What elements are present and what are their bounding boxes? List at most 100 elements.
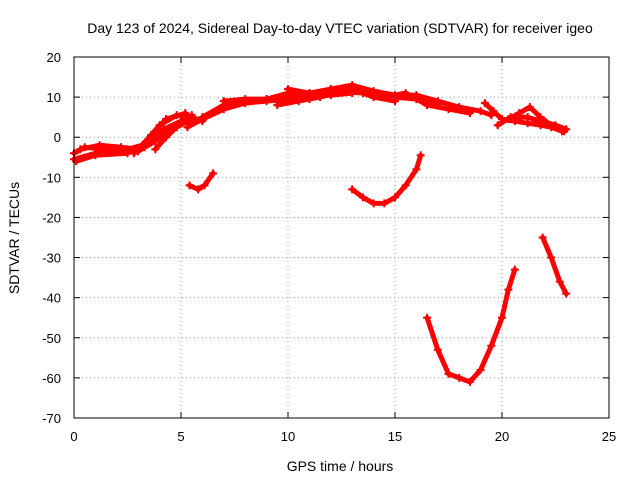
data-point [358, 193, 367, 202]
data-point [525, 103, 534, 112]
data-point [262, 95, 271, 104]
series-s18 [423, 265, 519, 386]
data-point [536, 113, 545, 122]
data-point [433, 345, 442, 354]
y-tick-label: 20 [47, 50, 61, 65]
grid [74, 57, 609, 418]
data-point [465, 109, 474, 118]
axes: 0 5 10 15 20 25 -70 -60 -50 -40 -30 -20 -10 0 10 20 [42, 50, 616, 444]
x-axis-label: GPS time / hours [287, 458, 394, 474]
series-line [349, 152, 424, 206]
series-s12 [305, 85, 399, 106]
data-point [412, 165, 421, 174]
series-s4 [72, 117, 185, 166]
plot-area [70, 81, 571, 386]
data-point [129, 149, 138, 158]
data-point [391, 97, 399, 106]
data-point [200, 181, 209, 190]
data-point [465, 377, 474, 386]
data-point [489, 107, 498, 116]
series-line [187, 170, 216, 192]
series-s15 [504, 103, 569, 136]
data-point [476, 365, 485, 374]
data-point [162, 115, 171, 124]
series-line [540, 235, 569, 297]
data-point [305, 95, 314, 104]
data-point [273, 101, 282, 110]
x-tick-label: 20 [495, 429, 509, 444]
data-point [284, 93, 292, 102]
y-tick-label: -40 [42, 291, 61, 306]
series-s6 [151, 117, 192, 154]
series-line [424, 267, 518, 385]
data-point [560, 127, 569, 136]
x-tick-label: 0 [70, 429, 77, 444]
data-point [380, 199, 389, 208]
data-point [91, 151, 100, 160]
data-point [183, 123, 192, 132]
data-point [391, 193, 399, 202]
y-tick-label: -20 [42, 210, 61, 225]
data-point [416, 151, 425, 160]
data-point [515, 109, 524, 118]
data-point [455, 373, 464, 382]
data-point [423, 313, 432, 322]
data-point [538, 233, 547, 242]
plot-frame [73, 56, 610, 419]
data-point [117, 143, 126, 152]
data-point [241, 95, 250, 104]
data-point [151, 145, 160, 154]
data-point [72, 157, 81, 166]
data-point [209, 169, 218, 178]
x-tick-label: 25 [602, 429, 616, 444]
data-point [294, 97, 303, 106]
x-tick-label: 5 [177, 429, 184, 444]
data-point [444, 369, 453, 378]
data-point [198, 113, 207, 122]
x-tick-label: 10 [281, 429, 295, 444]
data-point [401, 181, 410, 190]
data-point [95, 141, 104, 150]
data-point [219, 97, 228, 106]
data-point [547, 253, 556, 262]
data-point [555, 277, 564, 286]
y-tick-label: 0 [54, 130, 61, 145]
series-line [152, 118, 190, 152]
data-point [151, 137, 160, 146]
data-point [194, 185, 203, 194]
x-tick-label: 15 [388, 429, 402, 444]
y-tick-label: 10 [47, 90, 61, 105]
data-point [487, 341, 496, 350]
y-tick-label: -50 [42, 331, 61, 346]
y-tick-label: -30 [42, 251, 61, 266]
data-point [547, 121, 556, 130]
data-point [172, 123, 181, 132]
data-point [444, 105, 453, 114]
data-point [348, 85, 357, 94]
data-point [476, 107, 485, 116]
series-s17 [348, 151, 425, 208]
data-point [76, 145, 85, 154]
data-point [562, 289, 571, 298]
data-point [510, 265, 519, 274]
y-tick-label: -70 [42, 411, 61, 426]
y-tick-label: -60 [42, 371, 61, 386]
data-point [523, 113, 532, 122]
data-point [181, 109, 190, 118]
data-point [348, 185, 357, 194]
data-point [284, 85, 292, 94]
data-point [504, 285, 513, 294]
series-s19 [538, 233, 571, 298]
series-line [505, 104, 567, 134]
data-point [162, 133, 171, 142]
data-point [504, 115, 513, 124]
data-point [412, 95, 421, 104]
data-point [480, 99, 489, 108]
data-point [187, 111, 196, 120]
series-s11 [284, 83, 442, 110]
data-point [369, 93, 378, 102]
data-point [140, 143, 149, 152]
data-point [493, 121, 502, 130]
data-point [369, 199, 378, 208]
